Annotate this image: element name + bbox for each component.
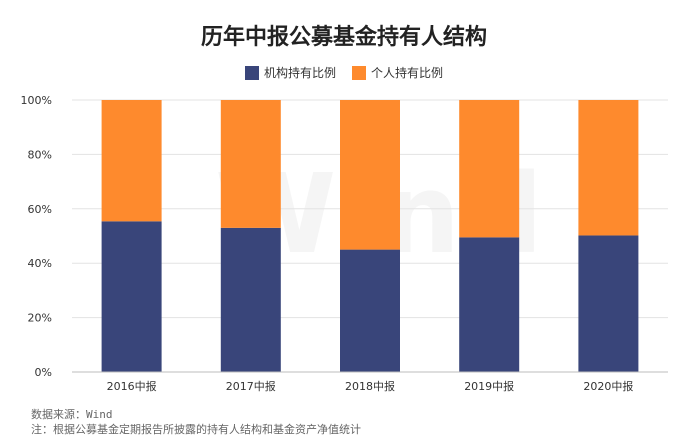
x-tick-label: 2019中报 [464, 379, 514, 393]
chart-title: 历年中报公募基金持有人结构 [200, 25, 487, 50]
bar-segment-institutional [220, 227, 281, 372]
legend-swatch-individual [352, 65, 366, 80]
bar-segment-institutional [101, 221, 162, 372]
y-tick-label: 20% [28, 312, 52, 325]
y-tick-label: 80% [28, 148, 52, 161]
note-text: 注：根据公募基金定期报告所披露的持有人结构和基金资产净值统计 [31, 423, 361, 436]
y-tick-label: 40% [28, 257, 52, 270]
bar-segment-individual [101, 100, 162, 222]
bar-segment-institutional [578, 235, 639, 372]
bar-segment-individual [459, 100, 520, 238]
y-tick-label: 0% [35, 366, 52, 379]
chart-legend: 机构持有比例 个人持有比例 [0, 64, 688, 81]
x-tick-label: 2017中报 [226, 379, 276, 393]
legend-label-institutional: 机构持有比例 [263, 66, 336, 80]
bar-segment-institutional [340, 249, 400, 372]
bar-segment-individual [578, 100, 639, 236]
legend-swatch-institutional [244, 65, 259, 80]
legend-item-institutional: 机构持有比例 [244, 64, 336, 81]
stacked-bar-chart: 0% 20% 40% 60% 80% 100% 2016中报 2017中报 2018中报 2019… [21, 94, 668, 393]
y-tick-label: 60% [28, 203, 52, 216]
x-tick-label: 2016中报 [107, 379, 157, 393]
bar-segment-individual [340, 100, 400, 250]
y-tick-label: 100% [21, 94, 52, 107]
bar-segment-institutional [459, 237, 520, 372]
x-tick-label: 2018中报 [345, 379, 395, 393]
x-tick-label: 2020中报 [583, 379, 633, 393]
legend-label-individual: 个人持有比例 [371, 66, 444, 80]
legend-item-individual: 个人持有比例 [352, 64, 443, 81]
bar-segment-individual [220, 100, 281, 228]
source-text: 数据来源：Wind [31, 408, 113, 421]
